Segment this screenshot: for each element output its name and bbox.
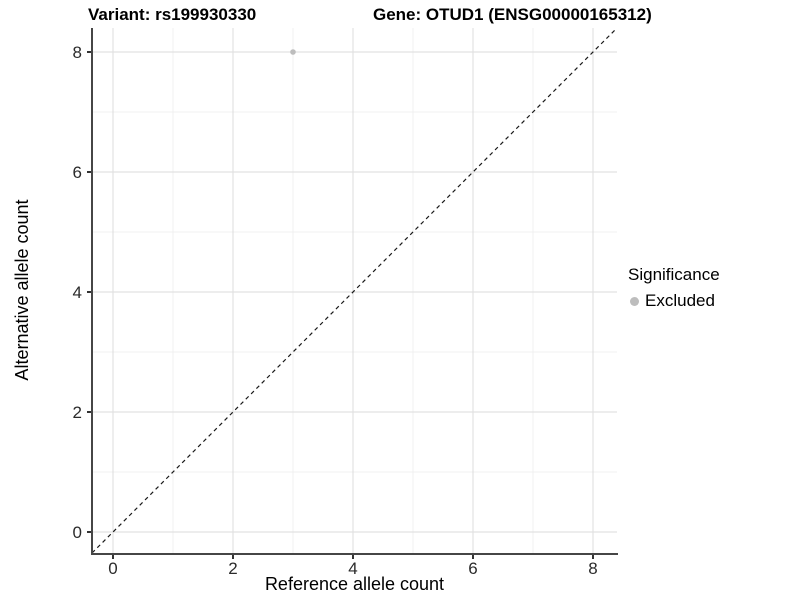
y-tick-8: [86, 51, 91, 53]
y-axis-line: [91, 28, 93, 554]
x-tick-label-4: 4: [348, 559, 358, 578]
y-tick-4: [86, 291, 91, 293]
legend-title: Significance: [628, 265, 720, 284]
x-axis-title: Reference allele count: [264, 574, 445, 594]
legend-item-label: Excluded: [645, 291, 715, 310]
y-tick-label-0: 0: [72, 523, 82, 542]
legend-item-excluded: Excluded: [630, 291, 720, 311]
y-tick-0: [86, 531, 91, 533]
plot-title-gene: Gene: OTUD1 (ENSG00000165312): [373, 5, 652, 24]
y-tick-label-6: 6: [72, 163, 82, 182]
x-tick-8: [592, 554, 594, 559]
x-axis-line: [91, 553, 618, 555]
y-tick-label-8: 8: [72, 43, 82, 62]
x-tick-0: [112, 554, 114, 559]
x-tick-label-0: 0: [108, 559, 118, 578]
x-tick-2: [232, 554, 234, 559]
y-tick-label-4: 4: [72, 283, 82, 302]
legend: Significance Excluded: [628, 265, 720, 311]
data-point-excluded: [290, 49, 296, 55]
x-tick-4: [352, 554, 354, 559]
y-tick-2: [86, 411, 91, 413]
x-tick-label-6: 6: [468, 559, 478, 578]
x-tick-6: [472, 554, 474, 559]
plot-title-variant: Variant: rs199930330: [88, 5, 257, 24]
plot-canvas: [91, 27, 618, 554]
legend-key-dot: [630, 296, 639, 306]
y-axis-title: Alternative allele count: [12, 199, 32, 381]
y-tick-6: [86, 171, 91, 173]
identity-reference-line: [91, 27, 618, 554]
y-tick-label-2: 2: [72, 403, 82, 422]
x-tick-label-2: 2: [228, 559, 238, 578]
x-tick-label-8: 8: [588, 559, 598, 578]
plot-panel: [91, 27, 618, 554]
